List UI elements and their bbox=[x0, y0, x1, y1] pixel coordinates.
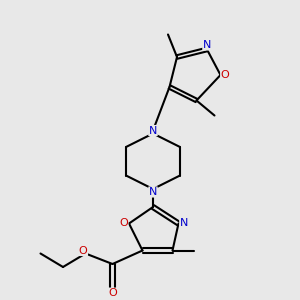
Text: N: N bbox=[149, 125, 157, 136]
Text: N: N bbox=[203, 40, 211, 50]
Text: O: O bbox=[220, 70, 230, 80]
Text: N: N bbox=[180, 218, 188, 229]
Text: O: O bbox=[119, 218, 128, 229]
Text: N: N bbox=[149, 187, 157, 197]
Text: O: O bbox=[108, 288, 117, 298]
Text: O: O bbox=[79, 245, 88, 256]
